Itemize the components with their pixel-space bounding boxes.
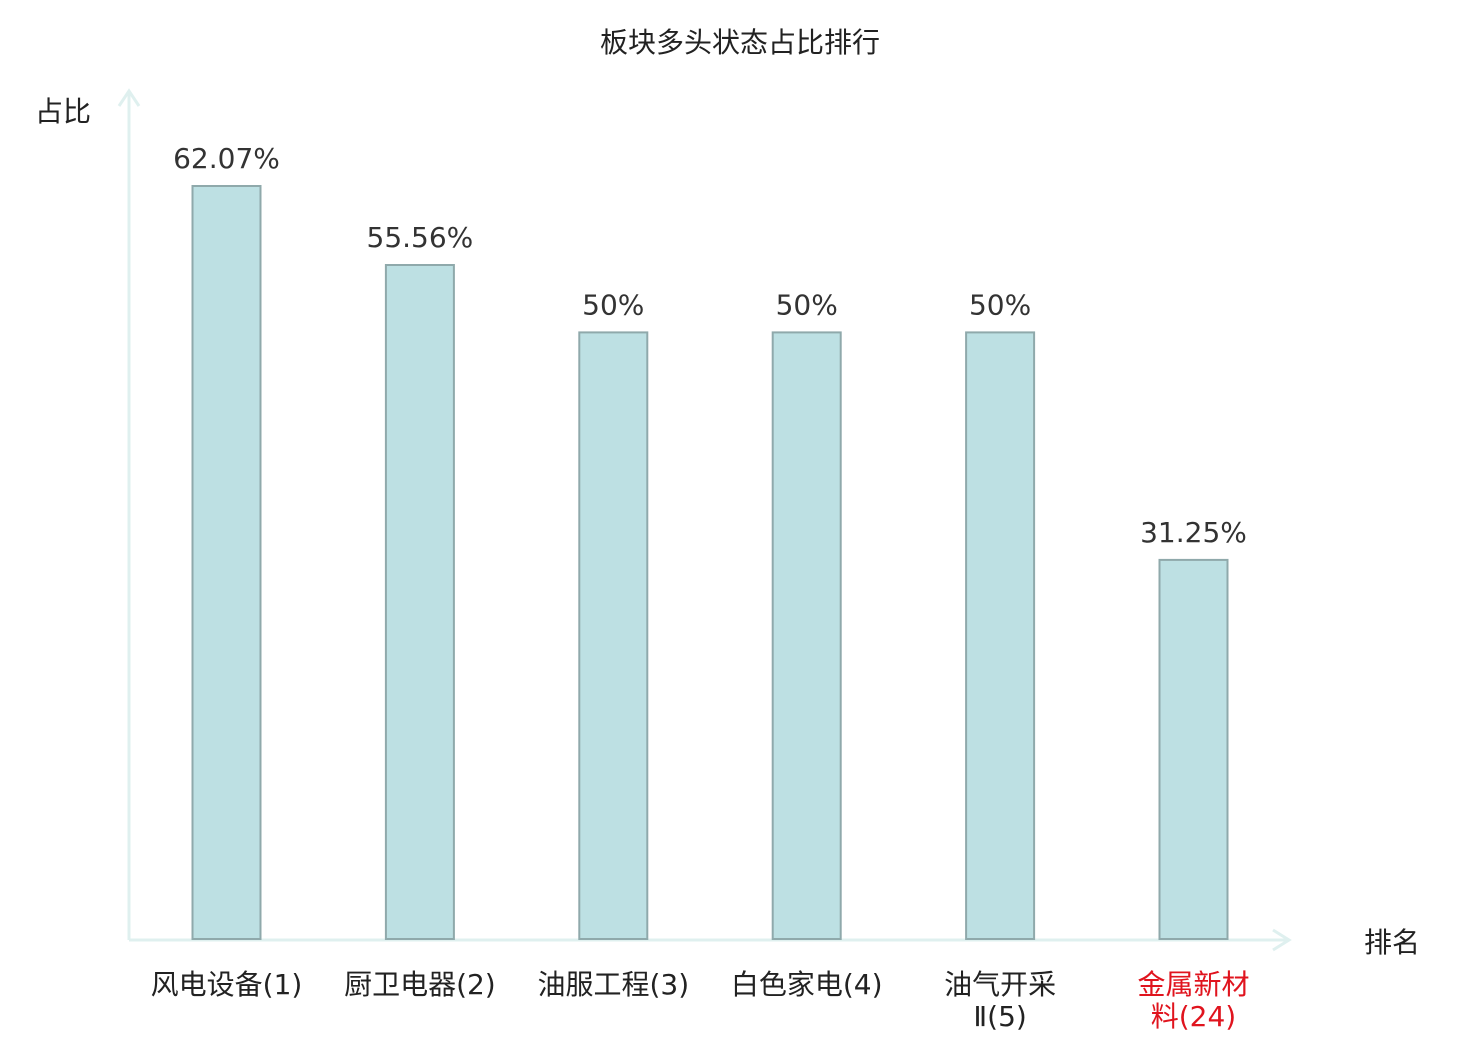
value-label-3: 50% xyxy=(582,288,644,321)
y-axis-label: 占比 xyxy=(35,95,91,128)
x-axis-arrow xyxy=(1272,928,1292,952)
category-label-1: 风电设备(1) xyxy=(151,968,303,1001)
chart-title: 板块多头状态占比排行 xyxy=(600,26,880,59)
value-label-2: 55.56% xyxy=(367,221,474,254)
y-axis-arrow xyxy=(117,88,141,107)
category-label-6-line-2: 料(24) xyxy=(1151,1000,1236,1033)
bar-5 xyxy=(965,331,1036,940)
bars-group xyxy=(191,185,1229,941)
value-label-1: 62.07% xyxy=(173,142,280,175)
category-label-6-line-1: 金属新材 xyxy=(1137,968,1249,1001)
x-axis-label: 排名 xyxy=(1364,926,1420,959)
bar-2 xyxy=(384,264,455,940)
category-label-3: 油服工程(3) xyxy=(537,968,689,1001)
value-label-5: 50% xyxy=(969,288,1031,321)
value-label-4: 50% xyxy=(776,288,838,321)
category-label-5-line-1: 油气开采 xyxy=(944,968,1056,1001)
bar-1 xyxy=(191,185,262,940)
value-labels-group: 62.07% 55.56% 50% 50% 50% 31.25% xyxy=(173,142,1247,549)
category-label-5-line-2: Ⅱ(5) xyxy=(973,1000,1026,1033)
bar-3 xyxy=(578,331,649,940)
bar-6 xyxy=(1158,558,1229,941)
bar-4 xyxy=(771,331,842,940)
category-label-4: 白色家电(4) xyxy=(731,968,883,1001)
axes xyxy=(117,88,1292,952)
value-label-6: 31.25% xyxy=(1140,516,1247,549)
category-label-2: 厨卫电器(2) xyxy=(344,968,496,1001)
